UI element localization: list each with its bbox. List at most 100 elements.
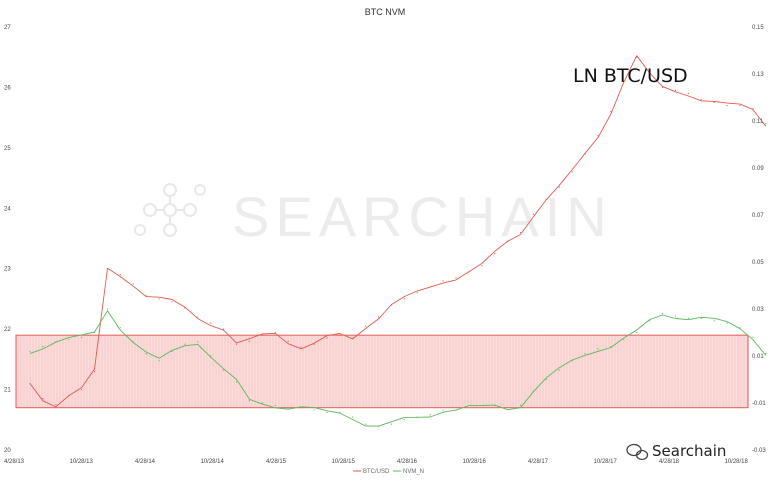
series-point-1	[93, 331, 96, 334]
series-point-1	[352, 416, 354, 418]
series-point-1	[223, 369, 225, 371]
series-point-1	[584, 353, 586, 355]
series-point-0	[571, 171, 573, 173]
searchain-watermark: SEARCHAIN	[134, 183, 607, 248]
series-point-1	[623, 338, 625, 341]
series-point-1	[636, 331, 638, 334]
series-point-1	[455, 409, 457, 411]
series-point-0	[494, 253, 496, 255]
series-point-1	[184, 343, 186, 345]
legend: BTC/USD NVM_N	[353, 469, 424, 475]
y-right-tick-label: 0.09	[752, 166, 764, 172]
wechat-icon	[626, 443, 649, 461]
y-left-tick-label: 24	[4, 206, 11, 212]
series-point-1	[468, 407, 470, 409]
y-left-tick-label: 27	[4, 25, 11, 31]
series-point-0	[132, 283, 134, 285]
series-point-0	[248, 340, 251, 342]
series-point-0	[184, 307, 186, 309]
annotation-label: LN BTC/USD	[573, 65, 688, 87]
series-point-0	[313, 343, 315, 345]
series-point-0	[274, 331, 276, 333]
series-point-0	[171, 301, 173, 303]
legend-label-0: BTC/USD	[363, 469, 390, 475]
series-point-1	[545, 378, 547, 381]
brand-mark: Searchain	[626, 442, 726, 461]
series-point-0	[532, 213, 535, 215]
y-left-tick-label: 21	[4, 388, 11, 394]
series-point-1	[519, 404, 522, 406]
series-point-0	[377, 316, 380, 318]
series-point-0	[287, 340, 289, 342]
series-point-1	[365, 423, 367, 425]
series-point-0	[235, 343, 238, 345]
series-point-0	[145, 295, 147, 297]
x-tick-label: 4/28/16	[397, 459, 418, 465]
series-point-1	[739, 327, 741, 329]
series-point-0	[68, 395, 70, 397]
series-point-1	[42, 346, 44, 348]
series-point-0	[429, 286, 431, 288]
series-point-0	[403, 298, 405, 300]
y-right-tick-label: -0.03	[752, 448, 766, 454]
series-point-0	[700, 98, 702, 101]
series-point-1	[326, 411, 328, 413]
y-right-tick-label: 0.05	[752, 260, 764, 266]
y-right-tick-label: 0.07	[752, 213, 764, 219]
series-point-0	[158, 298, 160, 300]
y-right-tick-label: 0.03	[752, 307, 764, 313]
series-point-1	[661, 313, 664, 315]
series-point-1	[674, 315, 677, 317]
y-left-tick-label: 22	[4, 327, 11, 333]
series-point-0	[29, 382, 31, 385]
series-point-1	[29, 350, 31, 352]
series-point-1	[132, 341, 134, 343]
series-line-0	[29, 55, 767, 408]
x-tick-label: 4/28/17	[528, 459, 549, 465]
series-point-1	[726, 322, 728, 324]
series-point-1	[339, 411, 341, 413]
legend-label-1: NVM_N	[403, 469, 424, 475]
series-point-1	[610, 346, 612, 348]
x-tick-label: 10/28/13	[70, 459, 94, 465]
series-point-1	[481, 407, 483, 409]
y-right-tick-label: 0.13	[752, 72, 764, 78]
series-point-0	[390, 304, 393, 306]
series-point-0	[365, 325, 367, 327]
series-point-0	[481, 265, 483, 267]
series-point-1	[416, 416, 418, 418]
y-left-tick-label: 26	[4, 85, 11, 91]
series-point-1	[403, 418, 405, 421]
series-point-1	[171, 350, 173, 352]
series-point-0	[519, 231, 522, 234]
series-point-0	[81, 388, 83, 391]
y-right-tick-label: 0.11	[752, 119, 764, 125]
series-point-1	[442, 409, 444, 411]
series-point-0	[752, 107, 754, 110]
y-right-tick-label: -0.01	[752, 401, 766, 407]
series-point-1	[248, 400, 251, 402]
band-hatch	[17, 335, 748, 408]
series-point-0	[468, 271, 470, 273]
series-point-0	[197, 316, 199, 318]
series-point-0	[106, 268, 109, 270]
series-point-0	[326, 337, 328, 339]
series-point-0	[584, 153, 586, 155]
series-point-1	[235, 381, 238, 383]
network-logo-icon	[134, 183, 206, 237]
y-right-tick-label: 0.01	[752, 354, 764, 360]
series-point-1	[429, 414, 431, 416]
series-point-1	[700, 317, 702, 319]
series-point-0	[636, 56, 638, 58]
y-left-tick-label: 20	[4, 448, 11, 454]
series-point-0	[416, 292, 418, 294]
series-point-0	[261, 334, 263, 336]
series-point-0	[649, 74, 651, 76]
series-point-1	[145, 353, 147, 355]
series-point-1	[494, 404, 496, 406]
series-point-0	[558, 186, 560, 188]
series-point-0	[55, 404, 57, 406]
series-point-0	[93, 370, 96, 373]
series-point-1	[597, 348, 599, 350]
series-point-0	[687, 92, 689, 95]
